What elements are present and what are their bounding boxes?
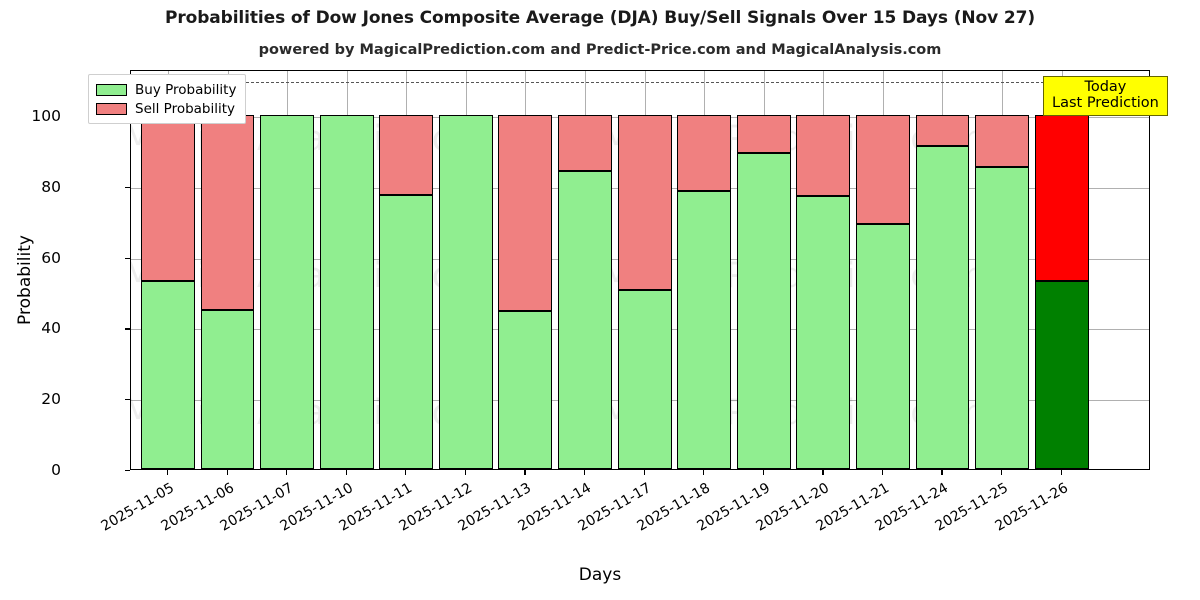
bar-group[interactable] <box>260 71 315 469</box>
bar-group[interactable] <box>1034 71 1089 469</box>
bar-segment-sell[interactable] <box>617 115 672 290</box>
bar-segment-buy[interactable] <box>379 195 434 469</box>
today-annotation: Today Last Prediction <box>1043 76 1168 117</box>
bar-group[interactable] <box>558 71 612 469</box>
y-tick-mark-0 <box>125 470 130 472</box>
x-tick-mark-2025-11-10 <box>345 470 347 475</box>
reference-dashed-line <box>131 81 1149 83</box>
bar-segment-buy[interactable] <box>140 281 195 469</box>
y-axis-label: Probability <box>15 235 35 325</box>
x-tick-mark-2025-11-17 <box>643 470 645 475</box>
bar-group[interactable] <box>736 71 791 469</box>
plot-area: MagicalAnalysis.comMagicaPrediction.comM… <box>130 70 1150 470</box>
bar-segment-sell[interactable] <box>140 115 195 282</box>
bar-segment-sell[interactable] <box>200 115 255 311</box>
x-tick-mark-2025-11-18 <box>703 470 705 475</box>
bar-segment-buy[interactable] <box>498 311 553 469</box>
bar-group[interactable] <box>438 71 493 469</box>
chart-subtitle: powered by MagicalPrediction.com and Pre… <box>258 42 942 58</box>
x-tick-mark-2025-11-26 <box>1060 470 1062 475</box>
legend-swatch-buy <box>96 83 127 96</box>
bar-segment-buy[interactable] <box>558 170 612 469</box>
bar-group[interactable] <box>140 71 195 469</box>
y-tick-mark-80 <box>125 186 130 188</box>
bar-segment-buy[interactable] <box>438 115 493 469</box>
bar-group[interactable] <box>498 71 553 469</box>
x-tick-mark-2025-11-24 <box>941 470 943 475</box>
bar-group[interactable] <box>975 71 1029 469</box>
x-tick-mark-2025-11-13 <box>524 470 526 475</box>
bar-segment-buy[interactable] <box>975 167 1029 469</box>
x-tick-mark-2025-11-06 <box>226 470 228 475</box>
bar-segment-buy[interactable] <box>200 310 255 469</box>
legend-label-buy: Buy Probability <box>135 81 237 98</box>
x-tick-mark-2025-11-19 <box>762 470 764 475</box>
x-tick-mark-2025-11-20 <box>822 470 824 475</box>
bar-segment-buy[interactable] <box>617 289 672 469</box>
legend-item-sell[interactable]: Sell Probability <box>96 99 236 118</box>
bar-segment-buy[interactable] <box>677 190 732 469</box>
bar-segment-sell[interactable] <box>677 115 732 191</box>
bar-group[interactable] <box>677 71 732 469</box>
page-title: Probabilities of Dow Jones Composite Ave… <box>164 8 1036 28</box>
today-annotation-line1: Today <box>1084 79 1127 95</box>
bar-group[interactable] <box>915 71 970 469</box>
x-tick-mark-2025-11-14 <box>583 470 586 475</box>
y-tick-label-40: 40 <box>41 319 61 338</box>
x-tick-mark-2025-11-12 <box>464 470 467 475</box>
y-tick-mark-20 <box>125 399 130 401</box>
bar-segment-sell[interactable] <box>915 115 970 146</box>
bar-segment-buy[interactable] <box>1034 280 1089 469</box>
bar-segment-buy[interactable] <box>796 196 851 469</box>
bar-segment-sell[interactable] <box>558 115 612 171</box>
bar-segment-buy[interactable] <box>855 224 910 469</box>
y-tick-label-60: 60 <box>41 248 61 267</box>
bar-segment-sell[interactable] <box>975 115 1029 168</box>
bar-group[interactable] <box>200 71 255 469</box>
bar-segment-sell[interactable] <box>1034 115 1089 281</box>
bar-group[interactable] <box>319 71 374 469</box>
bar-group[interactable] <box>855 71 910 469</box>
bar-segment-sell[interactable] <box>498 115 553 312</box>
bar-segment-sell[interactable] <box>736 115 791 153</box>
bar-segment-sell[interactable] <box>855 115 910 225</box>
bar-group[interactable] <box>796 71 851 469</box>
y-tick-label-100: 100 <box>31 107 61 126</box>
x-axis-label: Days <box>578 565 622 585</box>
bar-segment-sell[interactable] <box>379 115 434 196</box>
bar-segment-buy[interactable] <box>319 115 374 469</box>
chart-legend[interactable]: Buy Probability Sell Probability <box>88 74 247 124</box>
x-tick-mark-2025-11-11 <box>405 470 407 475</box>
legend-item-buy[interactable]: Buy Probability <box>96 80 236 99</box>
bar-group[interactable] <box>379 71 434 469</box>
bar-group[interactable] <box>617 71 672 469</box>
today-annotation-line2: Last Prediction <box>1052 95 1159 112</box>
y-tick-mark-40 <box>125 328 130 330</box>
legend-swatch-sell <box>96 102 127 115</box>
bar-segment-sell[interactable] <box>796 115 851 197</box>
y-tick-label-20: 20 <box>41 390 61 409</box>
x-tick-mark-2025-11-25 <box>1001 470 1003 475</box>
y-tick-label-0: 0 <box>51 461 61 479</box>
bar-segment-buy[interactable] <box>260 115 315 469</box>
y-tick-label-80: 80 <box>41 177 61 196</box>
x-tick-mark-2025-11-07 <box>286 470 288 475</box>
legend-label-sell: Sell Probability <box>135 100 236 117</box>
x-tick-mark-2025-11-21 <box>881 470 884 475</box>
x-tick-mark-2025-11-05 <box>166 470 169 475</box>
bar-segment-buy[interactable] <box>915 145 970 469</box>
y-tick-mark-60 <box>125 257 130 259</box>
bar-segment-buy[interactable] <box>736 152 791 469</box>
